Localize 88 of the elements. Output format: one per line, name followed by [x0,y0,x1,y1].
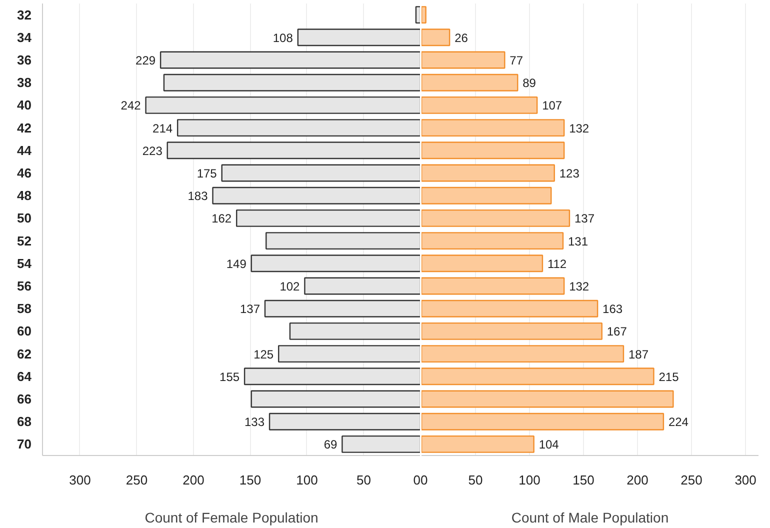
data-label: 229 [136,54,156,68]
data-label: 107 [542,98,562,113]
x-tick-label: 250 [126,472,148,488]
y-tick-label: 46 [17,166,32,180]
x-tick-label: 150 [572,472,594,488]
bar [422,412,664,430]
x-tick-label: 200 [626,472,648,488]
bar [422,390,674,408]
y-tick-label: 44 [17,142,32,158]
x-tick-label: 200 [182,472,204,488]
data-label: 123 [559,166,580,180]
y-tick-label: 60 [17,324,32,339]
x-tick-label: 150 [239,472,262,488]
y-tick-label: 56 [17,278,32,294]
bar [422,186,552,204]
bar [422,28,450,46]
data-label: 242 [120,98,142,113]
data-label: 187 [628,347,649,362]
data-label: 162 [212,212,232,226]
data-label: 112 [547,256,567,271]
data-label: 167 [606,324,628,339]
y-tick-label: 34 [17,30,32,45]
y-tick-label: 58 [17,301,32,316]
bar [422,142,565,160]
data-label: 131 [568,234,588,248]
data-label: 223 [142,144,163,158]
x-tick-label: 300 [69,472,91,488]
y-tick-label: 64 [17,368,32,384]
data-label: 102 [280,280,300,294]
data-label: 155 [220,370,240,384]
bar [422,435,534,453]
bar [422,254,544,272]
y-tick-label: 62 [17,346,32,362]
data-label: 224 [668,415,689,430]
y-tick-label: 40 [17,98,32,113]
data-label: 108 [272,30,294,45]
x-tick-label: 50 [356,472,371,488]
x-tick-label: 0 [420,472,428,488]
data-label: 215 [658,370,680,384]
bar [422,300,598,318]
data-label: 132 [569,121,590,136]
data-label: 133 [244,415,265,430]
bar [422,368,654,386]
x-axis-title: Count of Male Population [511,510,669,526]
y-tick-label: 54 [17,256,32,271]
bar [422,6,426,24]
y-tick-label: 48 [17,188,32,204]
bar [415,6,420,24]
x-tick-label: 0 [413,472,421,488]
x-axis-title: Count of Female Population [144,510,318,526]
bar [422,164,555,182]
y-tick-label: 70 [17,436,32,452]
bar [422,232,564,250]
y-tick-label: 68 [17,414,32,430]
data-label: 149 [226,256,247,271]
data-label: 137 [574,212,595,226]
y-tick-label: 36 [17,52,32,68]
data-label: 132 [569,280,590,294]
data-label: 89 [522,76,536,90]
data-label: 137 [240,302,260,316]
y-tick-label: 66 [17,392,32,406]
data-label: 125 [254,347,274,362]
bar [422,51,506,69]
x-tick-label: 250 [680,472,702,488]
data-label: 175 [196,166,218,180]
data-label: 26 [454,30,468,45]
bar [422,345,624,363]
data-label: 77 [510,54,524,68]
y-tick-label: 38 [17,75,32,90]
x-tick-label: 300 [734,472,756,488]
bar [422,277,565,295]
bar [422,322,602,340]
y-tick-label: 50 [17,210,32,226]
bar [422,96,538,114]
data-label: 214 [152,121,173,136]
bar [422,209,570,227]
bar [422,119,565,137]
y-tick-label: 52 [17,233,32,248]
x-tick-label: 100 [518,472,540,488]
bar [422,74,518,92]
data-label: 69 [324,438,338,452]
data-label: 183 [188,189,208,204]
x-tick-label: 50 [468,472,483,488]
data-label: 163 [602,302,623,316]
x-tick-label: 100 [296,472,318,488]
y-tick-label: 32 [17,7,32,22]
data-label: 104 [538,438,560,452]
y-tick-label: 42 [17,120,32,136]
